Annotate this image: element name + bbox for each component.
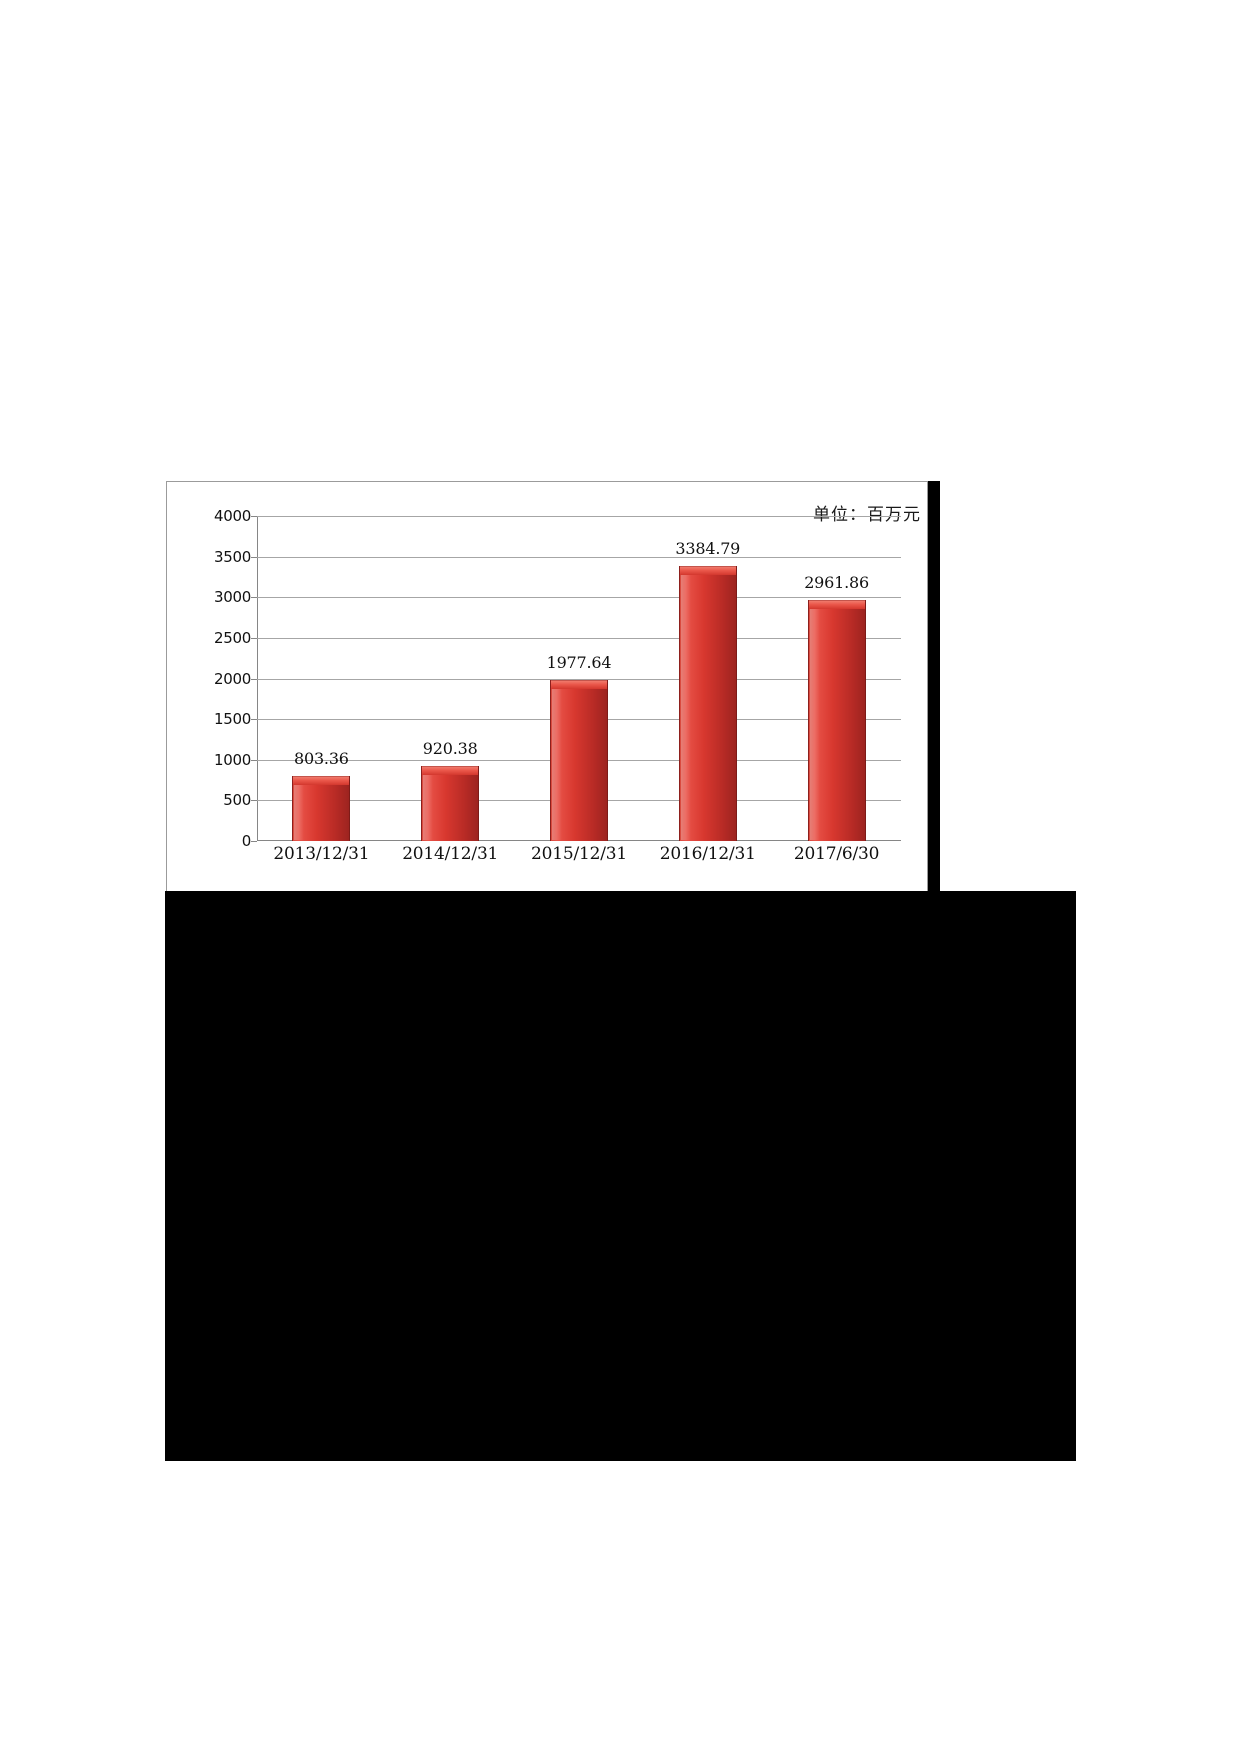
x-axis-tick-label: 2014/12/31 — [402, 844, 499, 864]
bar[interactable] — [292, 775, 351, 841]
gridline — [257, 678, 901, 680]
bar-top-face — [550, 680, 607, 690]
y-axis-tick-label: 3500 — [214, 547, 251, 566]
x-axis-tick-label: 2015/12/31 — [531, 844, 627, 864]
occlusion-right-strip — [928, 481, 940, 893]
gridline — [257, 516, 901, 517]
y-axis-tick — [251, 637, 257, 639]
bar-slot: 2961.86 — [772, 516, 901, 841]
bar[interactable] — [421, 766, 480, 841]
bar-value-label: 1977.64 — [546, 653, 612, 673]
bar-slot: 3384.79 — [643, 516, 772, 841]
x-axis-tick-label: 2016/12/31 — [659, 844, 756, 864]
bar-top-face — [293, 775, 350, 785]
bar-highlight — [423, 775, 434, 840]
y-axis-tick-label: 3000 — [214, 588, 251, 607]
unit-caption: 单位：百万元 — [813, 505, 921, 525]
y-axis-tick-label: 1500 — [214, 710, 251, 729]
gridline — [257, 597, 901, 599]
y-axis-tick — [251, 516, 257, 517]
y-axis-tick-label: 500 — [223, 791, 251, 810]
y-axis-tick-label: 2000 — [214, 669, 251, 688]
occlusion-body-block — [165, 891, 1076, 1461]
bar-highlight — [294, 784, 305, 840]
bar-slot: 920.38 — [386, 516, 515, 841]
y-axis-tick — [251, 678, 257, 680]
x-axis-tick-label: 2017/6/30 — [793, 844, 880, 864]
y-axis-labels: 0 500 1000 1500 2000 2500 3000 3500 4000 — [159, 507, 251, 850]
plot-inner: 803.36 920.38 1977.64 3384.79 2961.86 — [251, 516, 901, 842]
chart-panel: 单位：百万元 0 500 1000 1500 2000 2500 3000 3500 4000 … — [166, 481, 928, 892]
y-axis-tick-label: 1000 — [214, 750, 251, 769]
bar-highlight — [680, 575, 691, 840]
gridline — [257, 637, 901, 639]
bar-value-label: 920.38 — [422, 739, 478, 759]
y-axis-tick — [251, 841, 257, 842]
bar-value-label: 2961.86 — [804, 573, 869, 593]
bar[interactable] — [549, 680, 608, 841]
bar-top-face — [679, 566, 736, 575]
bar-value-label: 803.36 — [293, 748, 349, 768]
bar-slot: 803.36 — [257, 516, 386, 841]
bar-highlight — [809, 609, 820, 840]
y-axis-tick — [251, 759, 257, 761]
y-axis-tick — [251, 597, 257, 599]
bar-highlight — [551, 689, 562, 840]
bar-slot: 1977.64 — [515, 516, 644, 841]
gridline — [257, 556, 901, 558]
bar-top-face — [808, 600, 865, 610]
bar[interactable] — [807, 600, 866, 841]
y-axis-tick — [251, 719, 257, 721]
y-axis-tick — [251, 800, 257, 802]
bar-value-label: 3384.79 — [675, 539, 741, 558]
x-axis-tick-label: 2013/12/31 — [273, 844, 370, 864]
y-axis-tick-label: 4000 — [214, 507, 251, 525]
bar-top-face — [422, 766, 479, 776]
x-axis-labels: 2013/12/31 2014/12/31 2015/12/31 2016/12/31… — [257, 844, 901, 870]
bar[interactable] — [678, 566, 737, 841]
y-axis-tick-label: 0 — [241, 832, 252, 850]
y-axis-tick — [251, 556, 257, 558]
plot-area: 803.36 920.38 1977.64 3384.79 2961.86 — [251, 516, 901, 842]
y-axis-tick-label: 2500 — [214, 628, 251, 647]
